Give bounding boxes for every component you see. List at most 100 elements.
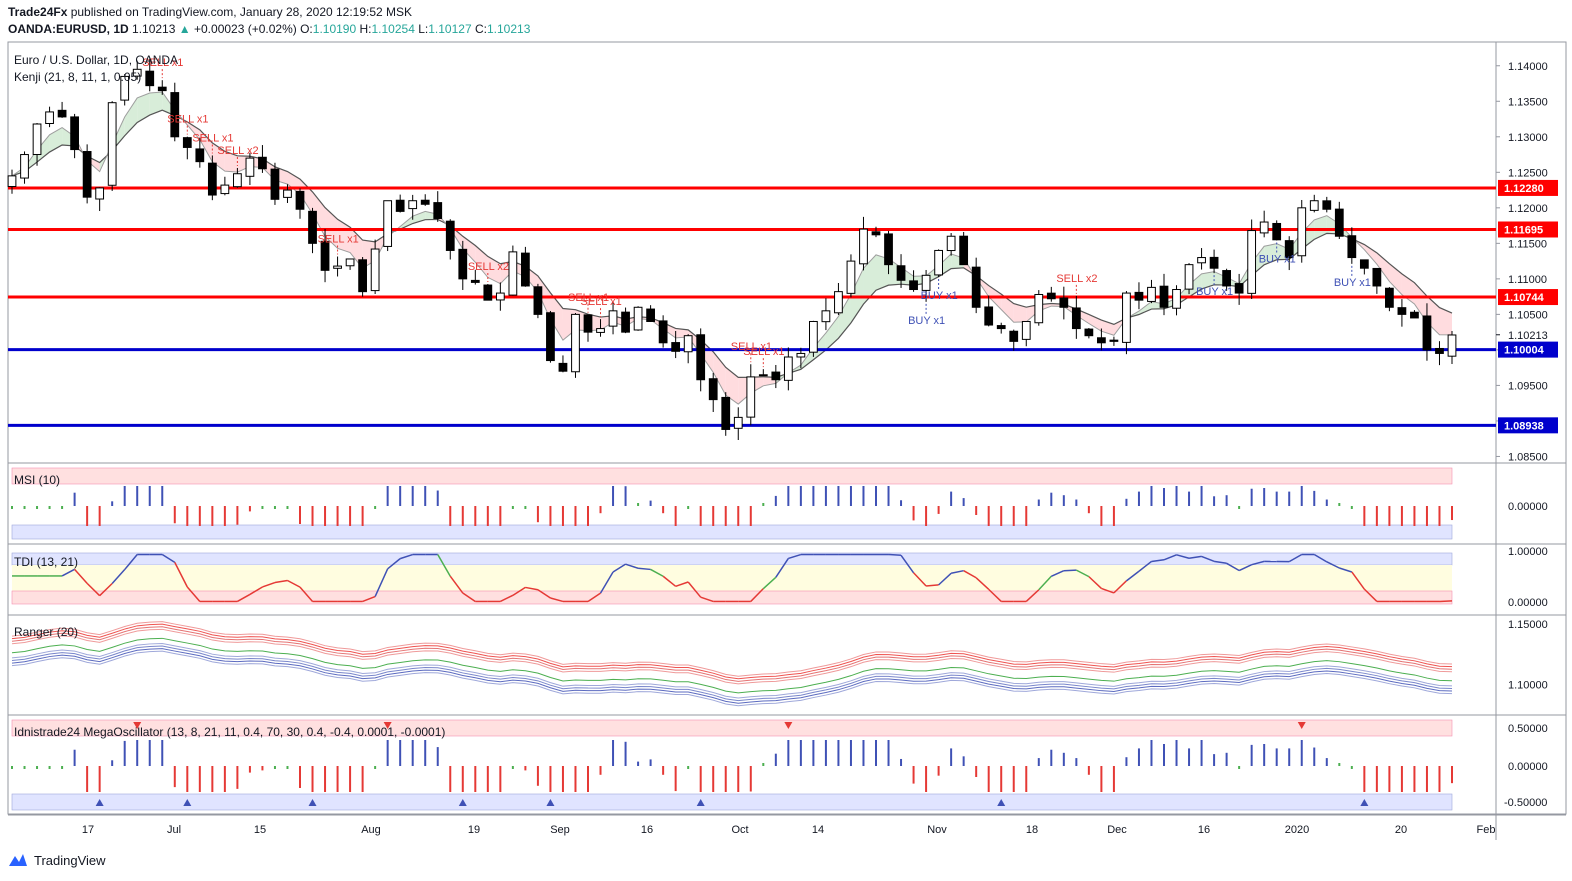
candle	[1247, 230, 1257, 294]
date-tick-label: Nov	[927, 824, 947, 836]
date-tick-label: Oct	[731, 824, 748, 836]
candle	[470, 279, 480, 283]
candle	[320, 240, 330, 271]
tdi-line	[1038, 575, 1052, 591]
ranger-band-line	[11, 623, 1453, 680]
tdi-line	[1313, 553, 1328, 563]
tdi-tick-label: 0.00000	[1508, 597, 1548, 609]
candle	[546, 312, 555, 362]
tdi-line	[86, 582, 101, 597]
tdi-line	[1339, 567, 1353, 573]
tdi-line	[612, 563, 626, 573]
candle	[1197, 257, 1206, 264]
kenji-cloud	[312, 191, 326, 237]
candle	[270, 168, 280, 200]
tdi-line	[938, 572, 952, 586]
kenji-cloud	[37, 134, 50, 163]
osc-buy-arrow	[1360, 799, 1369, 806]
candle	[1222, 270, 1231, 287]
ranger-pane-title: Ranger (20)	[14, 625, 78, 639]
osc-tick-label: 0.50000	[1508, 723, 1548, 735]
candle	[508, 251, 518, 296]
osc-buy-arrow	[546, 799, 555, 806]
tdi-line	[374, 568, 389, 597]
kenji-cloud	[1201, 271, 1215, 289]
ranger-band-line	[11, 645, 1453, 702]
tdi-line	[762, 576, 777, 590]
symbol-label: OANDA:EURUSD, 1D	[8, 22, 129, 36]
close-label: C:	[474, 22, 487, 36]
tdi-line	[888, 553, 902, 557]
candle	[1359, 259, 1369, 269]
candle	[859, 228, 868, 265]
candle	[95, 187, 105, 200]
tdi-line	[299, 586, 314, 602]
candle	[132, 68, 142, 77]
price-tick-label: 1.11500	[1508, 238, 1547, 250]
candle	[683, 335, 693, 353]
ranger-band-line	[11, 621, 1453, 677]
tdi-line	[124, 554, 138, 571]
candle	[984, 306, 994, 326]
osc-buy-arrow	[997, 799, 1006, 806]
candle	[495, 292, 505, 301]
candle	[1284, 240, 1294, 259]
price-tick-label: 1.11000	[1508, 274, 1547, 286]
kenji-cloud	[1314, 215, 1327, 240]
tdi-line	[1201, 555, 1215, 563]
date-tick-label: 2020	[1285, 824, 1309, 836]
candle	[771, 371, 781, 381]
sell-signal-label: SELL x1	[318, 234, 359, 246]
price-pane-title: Euro / U.S. Dollar, 1D, OANDA	[14, 53, 178, 67]
msi-upper-zone	[11, 467, 1453, 485]
candle	[1447, 334, 1457, 357]
ranger-band-line	[11, 626, 1453, 682]
tdi-line	[650, 568, 664, 577]
candle	[182, 137, 192, 148]
candle	[834, 291, 843, 314]
candle	[708, 378, 718, 401]
chart-border	[7, 41, 1567, 815]
high-value: 1.10254	[371, 22, 415, 36]
buy-signal-label: BUY x1	[921, 290, 958, 302]
level-label-bg	[1498, 341, 1558, 358]
date-tick-label: 18	[1026, 824, 1038, 836]
ranger-band-line	[11, 642, 1453, 699]
tdi-line	[1363, 588, 1378, 602]
candle	[971, 266, 981, 308]
candle	[1347, 235, 1357, 259]
candle	[1159, 285, 1169, 308]
kenji-cloud	[1264, 243, 1277, 265]
tdi-line	[287, 579, 301, 588]
candle	[458, 248, 468, 280]
kenji-cloud	[1414, 282, 1427, 323]
level-label: 1.10004	[1504, 345, 1545, 357]
level-label: 1.10744	[1504, 292, 1545, 304]
candle	[1034, 293, 1044, 324]
tdi-line	[625, 563, 639, 569]
ranger-band-line	[11, 650, 1453, 707]
candle	[420, 199, 430, 205]
candle	[20, 154, 29, 179]
tdi-line	[775, 558, 789, 578]
candle	[220, 184, 230, 195]
kenji-cloud	[838, 294, 851, 339]
candle	[308, 210, 317, 244]
kenji-cloud	[1189, 273, 1202, 297]
up-arrow-icon: ▲	[178, 22, 191, 36]
candle	[233, 173, 242, 188]
osc-tick-label: -0.50000	[1504, 797, 1547, 809]
candle	[358, 259, 367, 293]
kenji-slow-line	[11, 109, 1453, 378]
tdi-line	[186, 586, 201, 602]
tdi-line	[913, 572, 927, 587]
candle	[896, 265, 906, 281]
candle	[758, 374, 768, 377]
tdi-line	[274, 579, 288, 584]
publish-text: published on TradingView.com, January 28…	[67, 5, 413, 19]
candle	[1422, 315, 1432, 351]
candle	[608, 310, 618, 327]
ohlc-bar: OANDA:EURUSD, 1D 1.10213 ▲ +0.00023 (+0.…	[8, 22, 530, 36]
kenji-cloud	[1376, 252, 1390, 282]
